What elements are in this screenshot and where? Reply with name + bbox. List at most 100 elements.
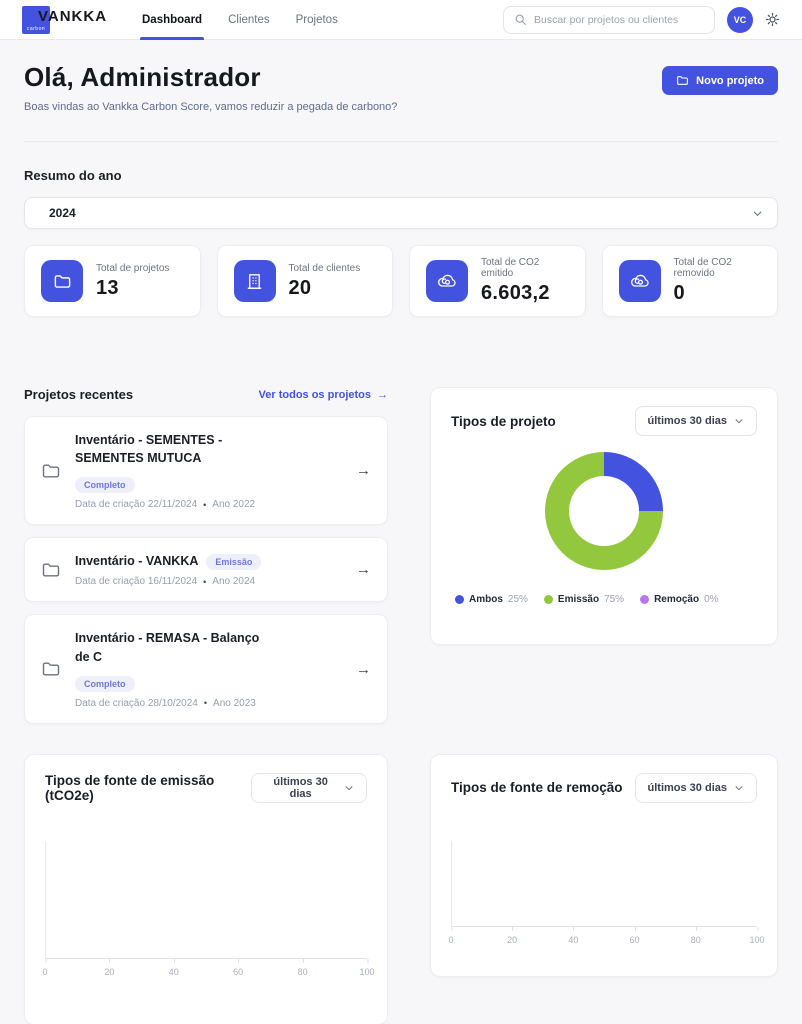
- emission-sources-header: Tipos de fonte de emissão (tCO2e) último…: [45, 772, 367, 803]
- stat-value: 6.603,2: [481, 282, 550, 304]
- stat-text: Total de clientes 20: [289, 263, 361, 300]
- created-date: Data de criação 16/11/2024: [75, 576, 198, 588]
- stat-card-co2-removed: Total de CO2 removido 0: [601, 245, 778, 317]
- stat-cards: Total de projetos 13 Total de clientes: [24, 245, 778, 317]
- legend-percent: 0%: [704, 594, 719, 605]
- period-label: últimos 30 dias: [647, 415, 727, 427]
- search-icon: [514, 13, 527, 26]
- brand-tagline: carbon: [26, 25, 46, 32]
- project-title: Inventário - REMASA - Balanço de C: [75, 631, 260, 664]
- recent-projects-header: Projetos recentes Ver todos os projetos …: [24, 387, 388, 402]
- recent-projects-column: Projetos recentes Ver todos os projetos …: [24, 387, 388, 724]
- arrow-right-icon[interactable]: →: [356, 660, 371, 678]
- legend-dot: [543, 595, 553, 604]
- stat-value: 20: [288, 276, 312, 299]
- stat-card-clients: Total de clientes 20: [216, 245, 393, 317]
- stat-text: Total de projetos 13: [96, 263, 169, 300]
- project-card-3[interactable]: Inventário - REMASA - Balanço de C Compl…: [24, 614, 388, 724]
- donut-chart: [545, 452, 663, 570]
- removal-period-dropdown[interactable]: últimos 30 dias: [634, 772, 757, 803]
- arrow-right-icon: →: [377, 388, 388, 401]
- recent-projects-title: Projetos recentes: [24, 387, 134, 402]
- x-tick-label: 40: [168, 958, 179, 977]
- project-info: Inventário - SEMENTES - SEMENTES MUTUCA …: [75, 431, 342, 510]
- legend-item-emissao: Emissão 75%: [543, 594, 625, 605]
- theme-toggle-sun-icon[interactable]: [765, 12, 780, 27]
- legend-label: Remoção: [654, 594, 700, 605]
- project-meta: Data de criação 16/11/2024 • Ano 2024: [75, 576, 342, 587]
- stat-label: Total de CO2 emitido: [481, 257, 540, 279]
- folder-outline-icon: [41, 560, 61, 580]
- stat-value: 13: [96, 276, 119, 299]
- emission-sources-title: Tipos de fonte de emissão (tCO2e): [45, 772, 215, 803]
- year-select[interactable]: 2024: [24, 197, 778, 229]
- hero-section: Olá, Administrador Boas vindas ao Vankka…: [24, 40, 778, 113]
- project-meta: Data de criação 28/10/2024 • Ano 2023: [75, 698, 342, 709]
- project-types-panel: Tipos de projeto últimos 30 dias Ambos: [430, 387, 778, 645]
- removal-chart-plot: [451, 840, 757, 927]
- search-input[interactable]: [534, 13, 704, 26]
- legend-dot: [455, 595, 464, 604]
- x-tick-label: 0: [42, 958, 48, 977]
- brand-name: VANKKA: [38, 8, 108, 25]
- tab-clientes[interactable]: Clientes: [228, 13, 270, 26]
- period-label: últimos 30 dias: [647, 781, 727, 794]
- user-avatar[interactable]: VC: [727, 6, 753, 33]
- donut-chart-area: [451, 452, 757, 570]
- folder-outline-icon: [41, 659, 61, 679]
- project-info: Inventário - VANKKA Emissão Data de cria…: [75, 552, 342, 587]
- tab-dashboard[interactable]: Dashboard: [139, 0, 205, 40]
- hero-divider: [24, 141, 778, 142]
- x-tick-label: 100: [749, 926, 765, 945]
- topbar-right: VC: [503, 5, 780, 34]
- new-project-label: Novo projeto: [696, 74, 764, 87]
- emission-x-axis: 0 20 40 60 80 100: [42, 958, 375, 980]
- emission-chart-plot: [45, 840, 367, 959]
- summary-title: Resumo do ano: [24, 168, 122, 183]
- legend-item-ambos: Ambos 25%: [455, 594, 528, 605]
- new-project-button[interactable]: Novo projeto: [662, 66, 778, 95]
- project-card-1[interactable]: Inventário - SEMENTES - SEMENTES MUTUCA …: [24, 416, 388, 526]
- created-date: Data de criação 22/11/2024: [75, 499, 198, 511]
- x-tick-label: 60: [629, 926, 640, 945]
- arrow-right-icon[interactable]: →: [356, 561, 371, 579]
- year-summary-section: Resumo do ano 2024 Total de projetos 13: [24, 168, 778, 317]
- removal-sources-title: Tipos de fonte de remoção: [451, 780, 623, 796]
- main-nav: Dashboard Clientes Projetos: [139, 0, 338, 40]
- x-tick-label: 20: [507, 926, 518, 945]
- x-tick-label: 0: [448, 926, 454, 945]
- status-badge: Completo: [75, 477, 135, 494]
- period-label: últimos 30 dias: [273, 775, 328, 800]
- page-subtitle: Boas vindas ao Vankka Carbon Score, vamo…: [24, 101, 398, 113]
- chevron-down-icon: [344, 783, 354, 793]
- arrow-right-icon[interactable]: →: [356, 462, 371, 480]
- project-meta: Data de criação 22/11/2024 • Ano 2022: [75, 499, 342, 510]
- chevron-down-icon: [734, 416, 744, 426]
- stat-label: Total de clientes: [288, 262, 361, 274]
- project-types-period-dropdown[interactable]: últimos 30 dias: [634, 406, 757, 436]
- view-all-projects-link[interactable]: Ver todos os projetos →: [259, 389, 388, 401]
- created-date: Data de criação 28/10/2024: [75, 697, 198, 709]
- legend-percent: 25%: [507, 594, 528, 605]
- bullet-separator: •: [203, 499, 207, 510]
- co2-cloud-icon: [426, 260, 468, 302]
- tab-projetos[interactable]: Projetos: [295, 13, 338, 26]
- search-box[interactable]: [503, 5, 715, 34]
- emission-sources-panel: Tipos de fonte de emissão (tCO2e) último…: [24, 753, 388, 1024]
- project-info: Inventário - REMASA - Balanço de C Compl…: [75, 629, 342, 709]
- project-year: Ano 2023: [213, 697, 256, 709]
- status-badge: Emissão: [206, 554, 262, 571]
- emission-period-dropdown[interactable]: últimos 30 dias: [251, 772, 367, 803]
- legend-label: Ambos: [469, 594, 503, 605]
- chevron-down-icon: [752, 208, 763, 219]
- legend-percent: 75%: [604, 594, 625, 605]
- brand-logo[interactable]: carbon VANKKA: [22, 5, 118, 34]
- middle-section: Projetos recentes Ver todos os projetos …: [24, 387, 778, 724]
- donut-legend: Ambos 25% Emissão 75% Remoção 0%: [451, 594, 757, 605]
- project-title: Inventário - VANKKA: [75, 554, 199, 569]
- project-types-title: Tipos de projeto: [451, 413, 556, 429]
- project-card-2[interactable]: Inventário - VANKKA Emissão Data de cria…: [24, 537, 388, 603]
- status-badge: Completo: [75, 675, 135, 692]
- stat-value: 0: [673, 282, 685, 304]
- stat-text: Total de CO2 emitido 6.603,2: [481, 257, 569, 305]
